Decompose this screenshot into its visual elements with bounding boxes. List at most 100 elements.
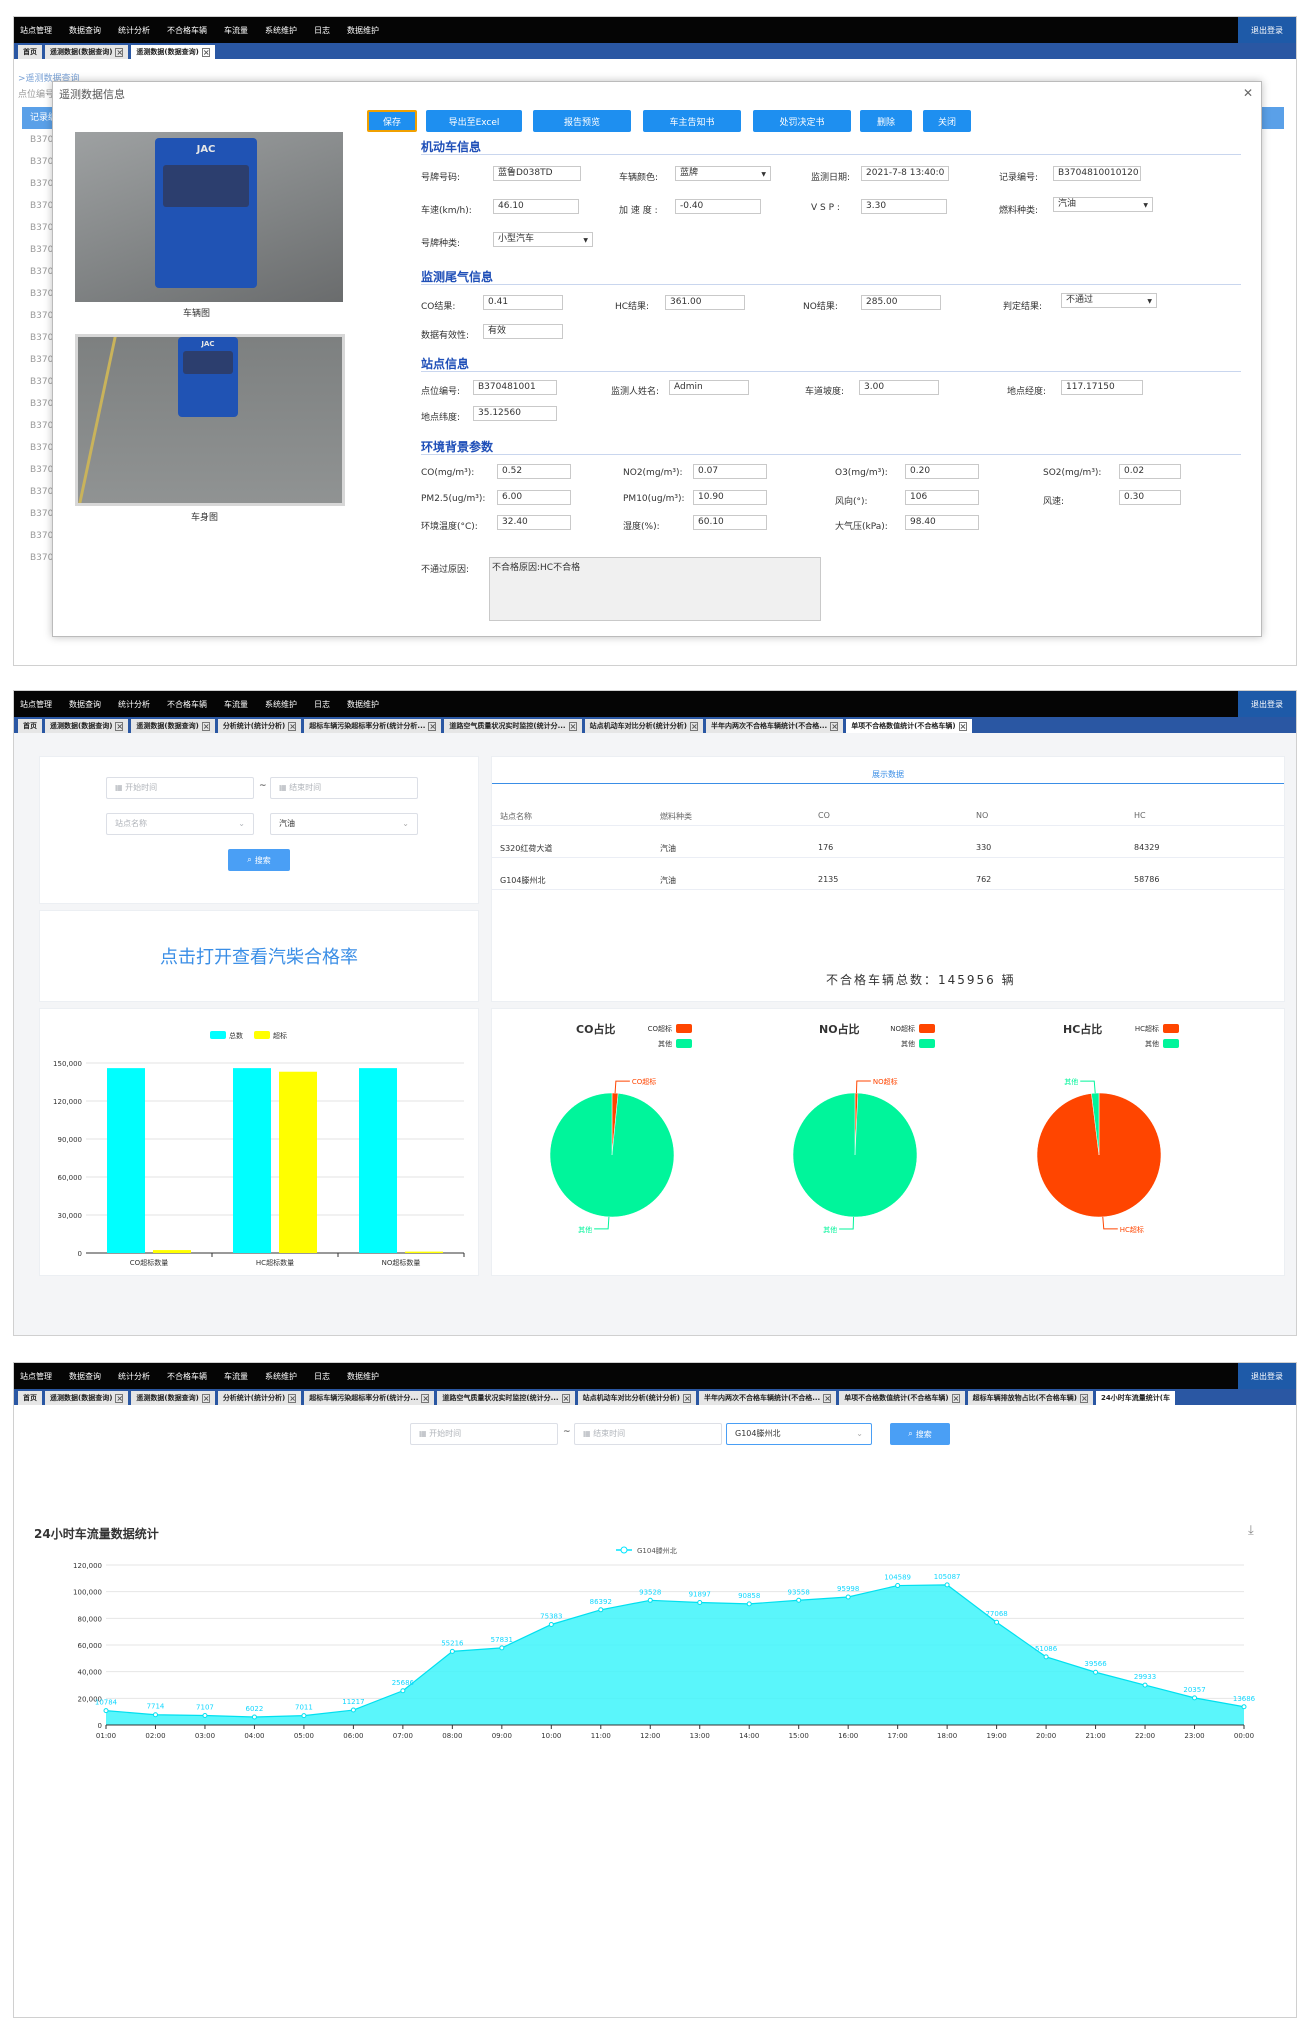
menu-item-traffic[interactable]: 车流量: [224, 699, 248, 709]
tab-item[interactable]: 超标车辆排放物占比(不合格车辆) ×: [967, 1391, 1093, 1405]
lon-input[interactable]: 117.17150: [1061, 380, 1143, 395]
tab-home[interactable]: 首页: [18, 1391, 42, 1405]
fuel-select[interactable]: 汽油: [1053, 197, 1153, 212]
env-co-input[interactable]: 0.52: [497, 464, 571, 479]
color-select[interactable]: 蓝牌: [675, 166, 771, 181]
search-button[interactable]: ⌕ 搜索: [228, 849, 290, 871]
close-icon[interactable]: ×: [428, 721, 437, 731]
menu-item-stats[interactable]: 统计分析: [118, 699, 150, 709]
menu-item-site[interactable]: 站点管理: [20, 25, 52, 35]
menu-item-query[interactable]: 数据查询: [69, 25, 101, 35]
menu-item-site[interactable]: 站点管理: [20, 699, 52, 709]
table-row[interactable]: B370: [30, 443, 54, 453]
menu-item-unqualified[interactable]: 不合格车辆: [167, 699, 207, 709]
table-row[interactable]: B370: [30, 509, 54, 519]
download-icon[interactable]: ⤓: [1248, 1523, 1254, 1538]
env-o3-input[interactable]: 0.20: [905, 464, 979, 479]
table-row[interactable]: B370: [30, 333, 54, 343]
table-row[interactable]: B370: [30, 355, 54, 365]
tab-show-data[interactable]: 展示数据: [872, 770, 904, 779]
menu-item-log[interactable]: 日志: [314, 699, 330, 709]
close-icon[interactable]: ×: [568, 721, 577, 731]
report-preview-button[interactable]: 报告预览: [533, 110, 631, 132]
no-result-input[interactable]: 285.00: [861, 295, 941, 310]
tab-item[interactable]: 站点机动车对比分析(统计分析) ×: [577, 1391, 696, 1405]
menu-item-unqualified[interactable]: 不合格车辆: [167, 25, 207, 35]
menu-item-maintain[interactable]: 数据维护: [347, 699, 379, 709]
env-no2-input[interactable]: 0.07: [693, 464, 767, 479]
table-row[interactable]: B370: [30, 201, 54, 211]
table-row[interactable]: B370: [30, 311, 54, 321]
export-excel-button[interactable]: 导出至Excel: [426, 110, 522, 132]
tab-item[interactable]: 超标车辆污染超标率分析(统计分析... ×: [304, 719, 442, 733]
temp-input[interactable]: 32.40: [497, 515, 571, 530]
table-row[interactable]: B370: [30, 135, 54, 145]
plate-type-select[interactable]: 小型汽车: [493, 232, 593, 247]
menu-item-stats[interactable]: 统计分析: [118, 25, 150, 35]
env-pm25-input[interactable]: 6.00: [497, 490, 571, 505]
accel-input[interactable]: -0.40: [675, 199, 761, 214]
slope-input[interactable]: 3.00: [859, 380, 939, 395]
pressure-input[interactable]: 98.40: [905, 515, 979, 530]
wind-dir-input[interactable]: 106: [905, 490, 979, 505]
menu-item-traffic[interactable]: 车流量: [224, 25, 248, 35]
co-result-input[interactable]: 0.41: [483, 295, 563, 310]
menu-item-traffic[interactable]: 车流量: [224, 1371, 248, 1381]
table-row[interactable]: B370: [30, 157, 54, 167]
penalty-decision-button[interactable]: 处罚决定书: [753, 110, 851, 132]
menu-item-system[interactable]: 系统维护: [265, 1371, 297, 1381]
valid-input[interactable]: 有效: [483, 324, 563, 339]
close-icon[interactable]: ×: [951, 1393, 960, 1403]
table-row[interactable]: B370: [30, 179, 54, 189]
table-row[interactable]: B370: [30, 267, 54, 277]
tab-item[interactable]: 站点机动车对比分析(统计分析) ×: [584, 719, 703, 733]
menu-item-system[interactable]: 系统维护: [265, 699, 297, 709]
plate-input[interactable]: 蓝鲁D038TD: [493, 166, 581, 181]
table-row[interactable]: B370: [30, 223, 54, 233]
inspector-input[interactable]: Admin: [669, 380, 749, 395]
close-icon[interactable]: ×: [1080, 1393, 1088, 1403]
close-icon[interactable]: ×: [958, 721, 967, 731]
open-ratio-link[interactable]: 点击打开查看汽柴合格率: [160, 947, 358, 968]
tab-item[interactable]: 半年内两次不合格车辆统计(不合格... ×: [706, 719, 844, 733]
speed-input[interactable]: 46.10: [493, 199, 579, 214]
table-row[interactable]: B370: [30, 465, 54, 475]
site-id-input[interactable]: B370481001: [473, 380, 557, 395]
close-icon[interactable]: ×: [115, 1393, 124, 1403]
tab-item-active[interactable]: 24小时车流量统计(车: [1096, 1391, 1175, 1405]
table-row[interactable]: B370: [30, 421, 54, 431]
judge-select[interactable]: 不通过: [1061, 293, 1157, 308]
tab-item[interactable]: 遥测数据(数据查询) ×: [131, 1391, 215, 1405]
tab-home[interactable]: 首页: [18, 719, 42, 733]
tab-item[interactable]: 遥测数据(数据查询) ×: [45, 719, 129, 733]
close-icon[interactable]: ×: [201, 47, 210, 57]
close-icon[interactable]: ×: [288, 721, 297, 731]
lat-input[interactable]: 35.12560: [473, 406, 557, 421]
start-time-input[interactable]: ▦ 开始时间: [410, 1423, 558, 1445]
end-time-input[interactable]: ▦ 结束时间: [574, 1423, 722, 1445]
menu-item-system[interactable]: 系统维护: [265, 25, 297, 35]
tab-item[interactable]: 单项不合格数值统计(不合格车辆) ×: [839, 1391, 965, 1405]
search-button[interactable]: ⌕ 搜索: [890, 1423, 950, 1445]
close-icon[interactable]: ×: [421, 1393, 430, 1403]
logout-button[interactable]: 退出登录: [1238, 17, 1296, 43]
date-input[interactable]: 2021-7-8 13:40:0: [861, 166, 949, 181]
table-row[interactable]: B370: [30, 553, 54, 563]
close-icon[interactable]: ×: [683, 1393, 691, 1403]
env-so2-input[interactable]: 0.02: [1119, 464, 1181, 479]
close-icon[interactable]: ×: [201, 721, 210, 731]
table-row[interactable]: B370: [30, 245, 54, 255]
menu-item-log[interactable]: 日志: [314, 25, 330, 35]
save-button[interactable]: 保存: [367, 110, 417, 132]
tab-item[interactable]: 道路空气质量状况实时监控(统计分... ×: [444, 719, 582, 733]
tab-item[interactable]: 分析统计(统计分析) ×: [217, 1391, 302, 1405]
table-row[interactable]: B370: [30, 487, 54, 497]
record-input[interactable]: B3704810010120: [1053, 166, 1141, 181]
close-button[interactable]: 关闭: [923, 110, 971, 132]
site-select[interactable]: G104滕州北 ⌄: [726, 1423, 872, 1445]
close-icon[interactable]: ×: [830, 721, 839, 731]
tab-item[interactable]: 道路空气质量状况实时监控(统计分... ×: [437, 1391, 575, 1405]
menu-item-maintain[interactable]: 数据维护: [347, 1371, 379, 1381]
table-row[interactable]: B370: [30, 377, 54, 387]
close-icon[interactable]: ×: [201, 1393, 210, 1403]
